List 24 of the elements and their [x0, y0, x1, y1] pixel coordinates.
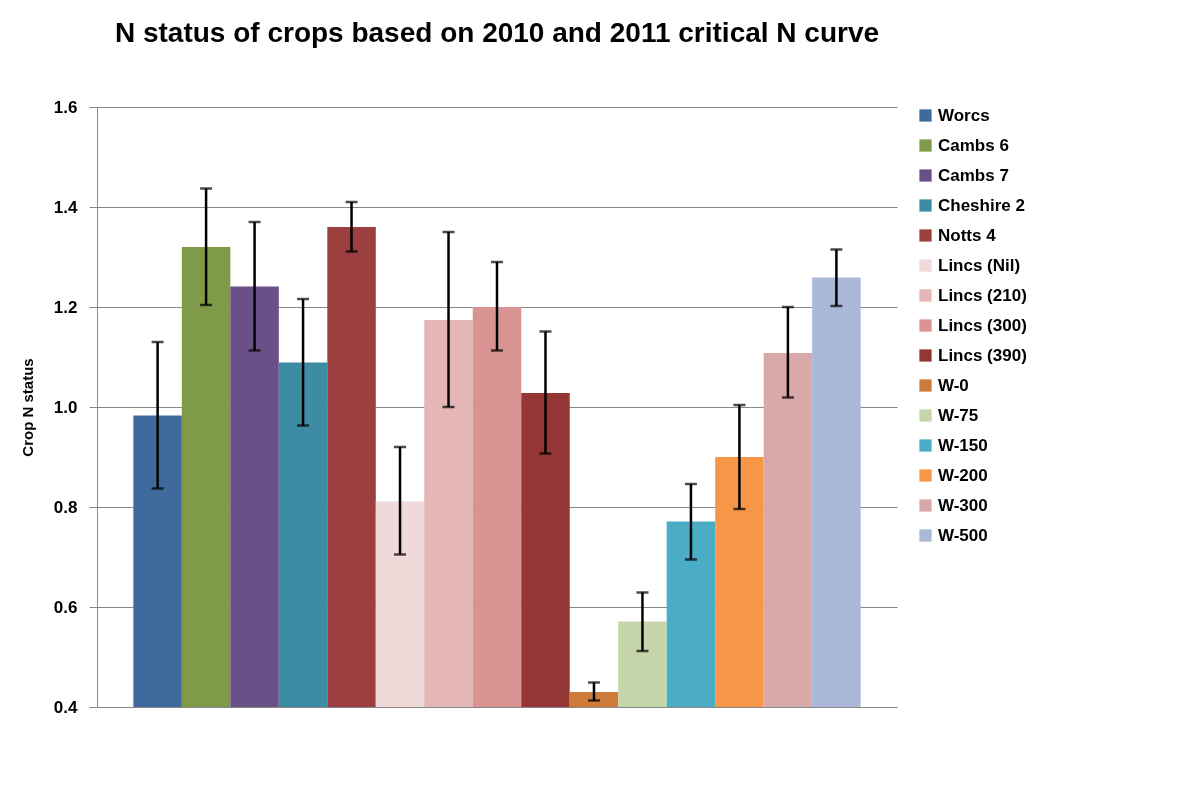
y-tick-label: 1.0 [53, 397, 78, 417]
y-tick-label: 0.4 [53, 697, 79, 717]
y-tick-label: 1.6 [53, 97, 78, 117]
y-axis-title: Crop N status [18, 358, 36, 457]
legend-label: Cheshire 2 [938, 195, 1025, 215]
y-tick-label: 1.4 [53, 197, 79, 217]
legend-label: Lincs (Nil) [938, 255, 1021, 275]
legend-label: W-500 [938, 525, 988, 545]
legend-label: Cambs 6 [938, 135, 1009, 155]
legend-label: Worcs [938, 105, 990, 125]
legend-label: Lincs (210) [938, 285, 1027, 305]
legend-label: Notts 4 [938, 225, 997, 245]
legend-label: W-150 [938, 435, 988, 455]
legend-label: Cambs 7 [938, 165, 1009, 185]
legend-label: W-300 [938, 495, 988, 515]
y-tick-label: 0.6 [53, 597, 78, 617]
y-tick-label: 1.2 [53, 297, 78, 317]
legend-label: Lincs (390) [938, 345, 1027, 365]
legend-label: W-75 [938, 405, 979, 425]
legend-label: Lincs (300) [938, 315, 1027, 335]
chart-title: N status of crops based on 2010 and 2011 critical N curve [114, 17, 880, 48]
legend-label: W-0 [938, 375, 969, 395]
legend-label: W-200 [938, 465, 988, 485]
y-tick-label: 0.8 [53, 497, 78, 517]
